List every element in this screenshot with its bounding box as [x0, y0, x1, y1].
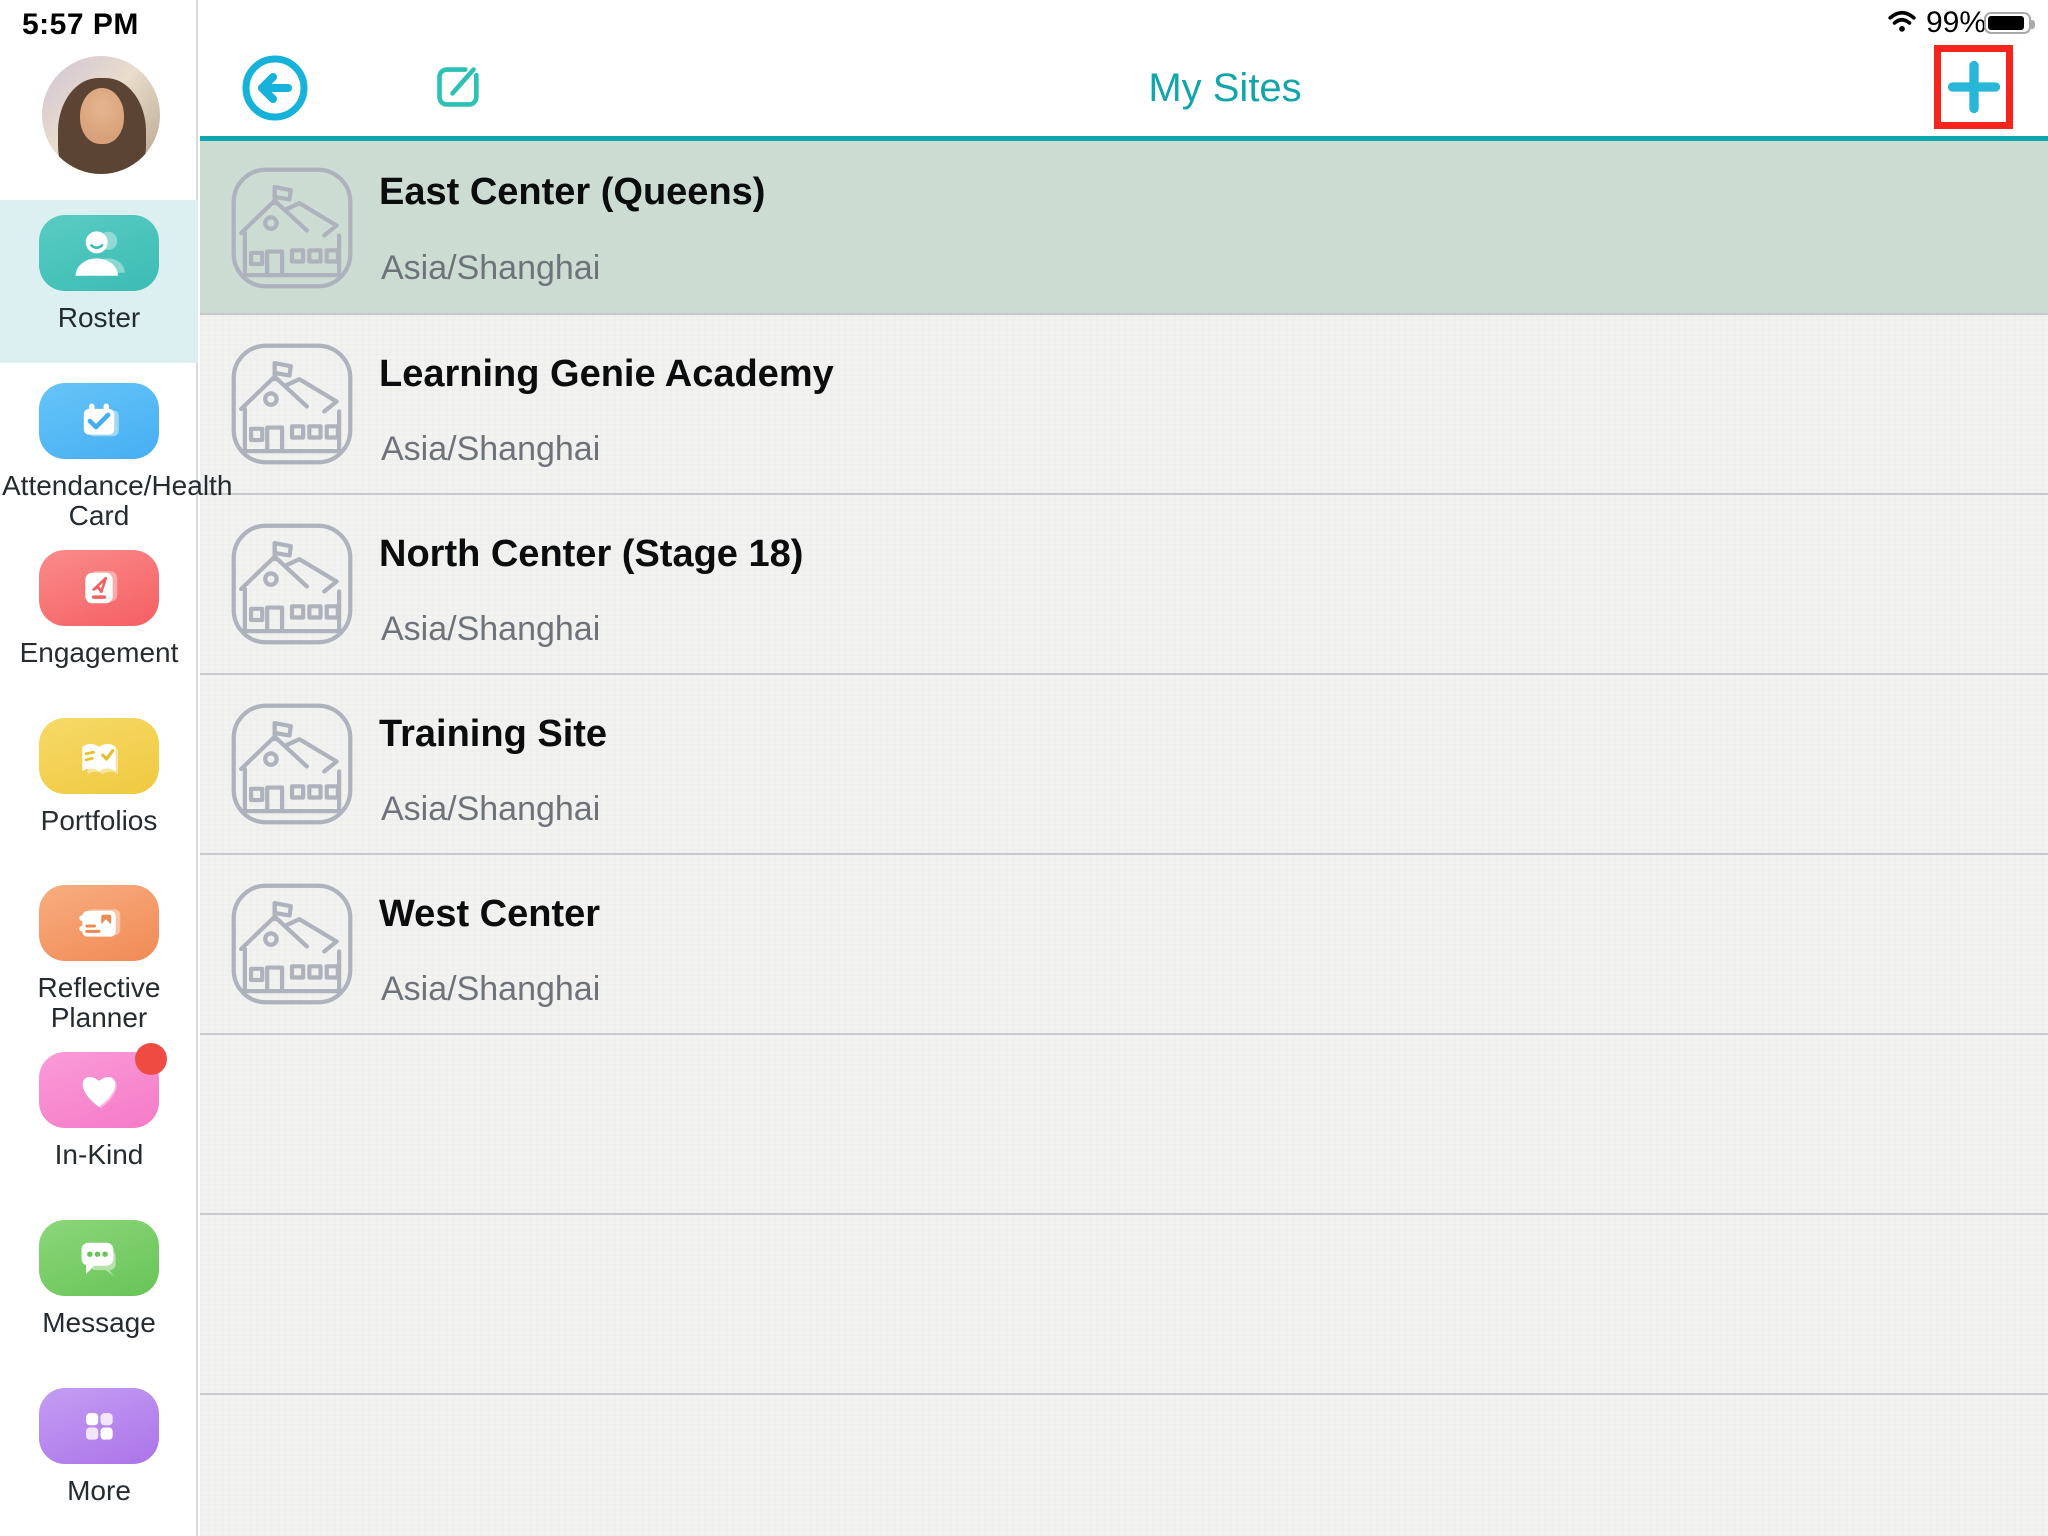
- site-name: Learning Genie Academy: [379, 353, 834, 395]
- empty-row: [200, 1215, 2048, 1395]
- site-row[interactable]: West Center Asia/Shanghai: [200, 855, 2048, 1035]
- add-site-button[interactable]: [1934, 45, 2013, 129]
- sidebar: 5:57 PM Roster: [0, 0, 233, 1536]
- schoolhouse-icon: [231, 883, 353, 1005]
- back-arrow-icon: [242, 55, 308, 121]
- sidebar-item-roster[interactable]: Roster: [0, 215, 198, 333]
- grid-icon: [39, 1388, 159, 1464]
- nav-bar: My Sites 99%: [200, 0, 2048, 141]
- sidebar-item-label: Message: [42, 1307, 156, 1338]
- site-name: East Center (Queens): [379, 171, 766, 213]
- wifi-icon: [1888, 10, 1916, 32]
- schoolhouse-icon: [231, 703, 353, 825]
- sidebar-item-label: Reflective Planner: [37, 972, 161, 1033]
- site-row[interactable]: East Center (Queens) Asia/Shanghai: [200, 141, 2048, 315]
- notification-badge: [135, 1043, 167, 1075]
- status-time: 5:57 PM: [22, 8, 139, 41]
- battery-icon: [1984, 12, 2035, 34]
- sidebar-item-label: Portfolios: [40, 805, 158, 836]
- compose-icon: [437, 67, 479, 107]
- site-name: Training Site: [379, 713, 608, 755]
- site-timezone: Asia/Shanghai: [381, 790, 601, 828]
- sidebar-item-message[interactable]: Message: [0, 1220, 198, 1338]
- page-title: My Sites: [1148, 66, 1302, 110]
- sidebar-item-inkind[interactable]: In-Kind: [0, 1043, 198, 1170]
- site-row[interactable]: Learning Genie Academy Asia/Shanghai: [200, 315, 2048, 495]
- compose-button[interactable]: [434, 64, 480, 110]
- sidebar-item-attendance[interactable]: Attendance/Health Card: [0, 383, 233, 531]
- sidebar-item-label: Engagement: [19, 637, 179, 668]
- empty-row: [200, 1035, 2048, 1215]
- site-timezone: Asia/Shanghai: [381, 610, 601, 648]
- calendar-check-icon: [39, 383, 159, 459]
- schoolhouse-icon: [231, 343, 353, 465]
- sidebar-item-label: Attendance/Health Card: [2, 470, 233, 531]
- sidebar-item-label: More: [67, 1475, 131, 1506]
- battery-percent: 99%: [1926, 6, 1987, 39]
- back-button[interactable]: [242, 55, 308, 121]
- empty-row: [200, 1395, 2048, 1534]
- roster-person-icon: [39, 215, 159, 291]
- schoolhouse-icon: [231, 523, 353, 645]
- sidebar-item-more[interactable]: More: [0, 1388, 198, 1506]
- plus-icon: [1947, 60, 2000, 114]
- site-list: East Center (Queens) Asia/Shanghai Learn…: [200, 141, 2048, 1536]
- site-name: West Center: [379, 893, 601, 935]
- sidebar-item-engagement[interactable]: Engagement: [0, 550, 198, 668]
- schoolhouse-icon: [231, 167, 353, 289]
- sidebar-item-label: In-Kind: [54, 1139, 144, 1170]
- site-row[interactable]: Training Site Asia/Shanghai: [200, 675, 2048, 855]
- chat-bubble-icon: [39, 1220, 159, 1296]
- heart-icon: [39, 1043, 167, 1128]
- sidebar-item-portfolios[interactable]: Portfolios: [0, 718, 198, 836]
- site-timezone: Asia/Shanghai: [381, 249, 601, 287]
- site-timezone: Asia/Shanghai: [381, 970, 601, 1008]
- send-note-icon: [39, 550, 159, 626]
- site-timezone: Asia/Shanghai: [381, 430, 601, 468]
- sidebar-item-reflective-planner[interactable]: Reflective Planner: [0, 885, 198, 1033]
- open-book-icon: [39, 718, 159, 794]
- planner-card-icon: [39, 885, 159, 961]
- site-row[interactable]: North Center (Stage 18) Asia/Shanghai: [200, 495, 2048, 675]
- site-name: North Center (Stage 18): [379, 533, 804, 575]
- avatar[interactable]: [42, 56, 160, 174]
- sidebar-item-label: Roster: [57, 302, 141, 333]
